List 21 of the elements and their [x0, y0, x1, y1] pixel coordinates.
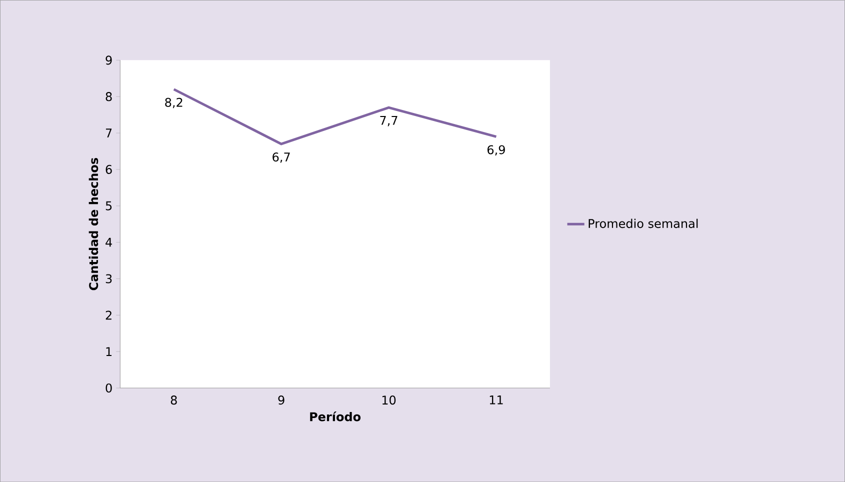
y-tick-label: 4: [106, 238, 112, 247]
x-tick-label: 10: [382, 395, 396, 405]
y-tick-label: 7: [106, 128, 112, 138]
y-tick-label: 3: [106, 274, 112, 284]
y-tick-label: 0: [106, 383, 112, 392]
data-label: 7,7: [380, 116, 398, 126]
y-tick-label: 5: [106, 201, 112, 210]
data-label: 8,2: [165, 98, 182, 108]
legend-label: Promedio semanal: [588, 218, 698, 228]
y-tick-label: 1: [106, 347, 112, 356]
x-tick-label: 11: [490, 395, 503, 404]
y-tick-label: 9: [106, 56, 112, 65]
y-tick-label: 2: [106, 310, 112, 320]
x-axis-title: Período: [310, 411, 361, 422]
data-label: 6,7: [272, 152, 290, 163]
data-label: 6,9: [488, 145, 505, 156]
y-tick-label: 6: [106, 164, 112, 174]
y-axis-title: Cantidad de hechos: [88, 158, 98, 290]
x-tick-label: 8: [170, 395, 177, 405]
y-tick-label: 8: [106, 92, 112, 102]
x-tick-label: 9: [278, 395, 284, 405]
